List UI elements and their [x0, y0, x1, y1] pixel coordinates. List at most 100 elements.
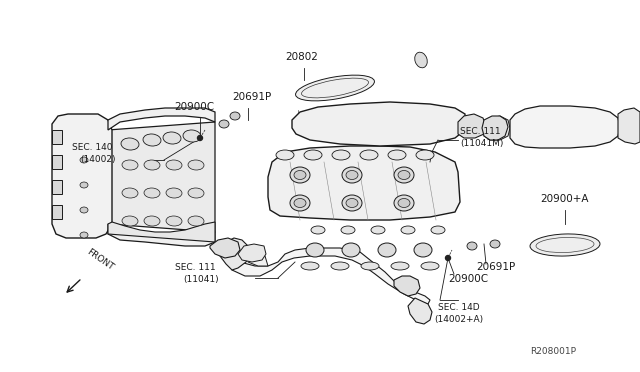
Ellipse shape: [346, 170, 358, 180]
Text: (11041): (11041): [183, 275, 219, 284]
Text: 20900C: 20900C: [448, 274, 488, 284]
Text: 20802: 20802: [285, 52, 318, 62]
Ellipse shape: [304, 150, 322, 160]
Ellipse shape: [80, 157, 88, 163]
Ellipse shape: [394, 167, 414, 183]
Polygon shape: [108, 122, 215, 232]
Ellipse shape: [144, 160, 160, 170]
Polygon shape: [482, 116, 508, 140]
Ellipse shape: [219, 120, 229, 128]
Ellipse shape: [122, 188, 138, 198]
Text: 20691P: 20691P: [476, 262, 515, 272]
Polygon shape: [220, 238, 250, 270]
Text: (14002+A): (14002+A): [434, 315, 483, 324]
Ellipse shape: [166, 160, 182, 170]
Ellipse shape: [306, 243, 324, 257]
Ellipse shape: [80, 232, 88, 238]
Text: R208001P: R208001P: [530, 347, 576, 356]
Ellipse shape: [290, 167, 310, 183]
Polygon shape: [52, 205, 62, 219]
Ellipse shape: [361, 262, 379, 270]
Ellipse shape: [360, 150, 378, 160]
Ellipse shape: [188, 188, 204, 198]
Polygon shape: [52, 130, 62, 144]
Polygon shape: [484, 116, 510, 140]
Ellipse shape: [80, 182, 88, 188]
Text: 20900+A: 20900+A: [540, 194, 589, 204]
Ellipse shape: [143, 134, 161, 146]
Ellipse shape: [80, 207, 88, 213]
Ellipse shape: [183, 130, 201, 142]
Ellipse shape: [122, 216, 138, 226]
Ellipse shape: [166, 188, 182, 198]
Ellipse shape: [342, 195, 362, 211]
Ellipse shape: [398, 170, 410, 180]
Text: SEC. 140: SEC. 140: [72, 143, 113, 152]
Polygon shape: [408, 298, 432, 324]
Ellipse shape: [331, 262, 349, 270]
Ellipse shape: [198, 135, 202, 141]
Polygon shape: [108, 224, 215, 246]
Polygon shape: [238, 244, 266, 262]
Text: (14002): (14002): [80, 155, 115, 164]
Ellipse shape: [421, 262, 439, 270]
Text: 20691P: 20691P: [232, 92, 271, 102]
Text: (11041M): (11041M): [460, 139, 504, 148]
Ellipse shape: [401, 226, 415, 234]
Ellipse shape: [341, 226, 355, 234]
Ellipse shape: [445, 256, 451, 260]
Polygon shape: [292, 102, 465, 146]
Ellipse shape: [431, 226, 445, 234]
Ellipse shape: [163, 132, 181, 144]
Ellipse shape: [416, 150, 434, 160]
Polygon shape: [210, 238, 240, 258]
Ellipse shape: [294, 199, 306, 208]
Polygon shape: [52, 180, 62, 194]
Text: SEC. 111: SEC. 111: [460, 127, 500, 136]
Ellipse shape: [230, 112, 240, 120]
Polygon shape: [108, 222, 215, 242]
Ellipse shape: [290, 195, 310, 211]
Ellipse shape: [530, 234, 600, 256]
Polygon shape: [108, 108, 215, 130]
Polygon shape: [52, 155, 62, 169]
Polygon shape: [52, 114, 112, 238]
Ellipse shape: [294, 170, 306, 180]
Ellipse shape: [388, 150, 406, 160]
Ellipse shape: [371, 226, 385, 234]
Ellipse shape: [311, 226, 325, 234]
Polygon shape: [268, 146, 460, 220]
Polygon shape: [510, 106, 620, 148]
Ellipse shape: [394, 195, 414, 211]
Ellipse shape: [121, 138, 139, 150]
Ellipse shape: [188, 160, 204, 170]
Ellipse shape: [467, 242, 477, 250]
Text: 20900C: 20900C: [174, 102, 214, 112]
Polygon shape: [394, 276, 420, 296]
Ellipse shape: [391, 262, 409, 270]
Ellipse shape: [166, 216, 182, 226]
Ellipse shape: [296, 75, 374, 101]
Polygon shape: [248, 254, 268, 266]
Ellipse shape: [490, 240, 500, 248]
Ellipse shape: [378, 243, 396, 257]
Ellipse shape: [301, 262, 319, 270]
Text: FRONT: FRONT: [85, 247, 115, 272]
Ellipse shape: [122, 160, 138, 170]
Ellipse shape: [342, 243, 360, 257]
Polygon shape: [618, 108, 640, 144]
Ellipse shape: [415, 52, 428, 68]
Polygon shape: [232, 248, 430, 304]
Text: SEC. 111: SEC. 111: [175, 263, 216, 272]
Ellipse shape: [346, 199, 358, 208]
Ellipse shape: [414, 243, 432, 257]
Ellipse shape: [332, 150, 350, 160]
Ellipse shape: [276, 150, 294, 160]
Ellipse shape: [144, 188, 160, 198]
Ellipse shape: [188, 216, 204, 226]
Text: SEC. 14D: SEC. 14D: [438, 303, 479, 312]
Polygon shape: [458, 114, 486, 138]
Ellipse shape: [342, 167, 362, 183]
Ellipse shape: [144, 216, 160, 226]
Ellipse shape: [398, 199, 410, 208]
